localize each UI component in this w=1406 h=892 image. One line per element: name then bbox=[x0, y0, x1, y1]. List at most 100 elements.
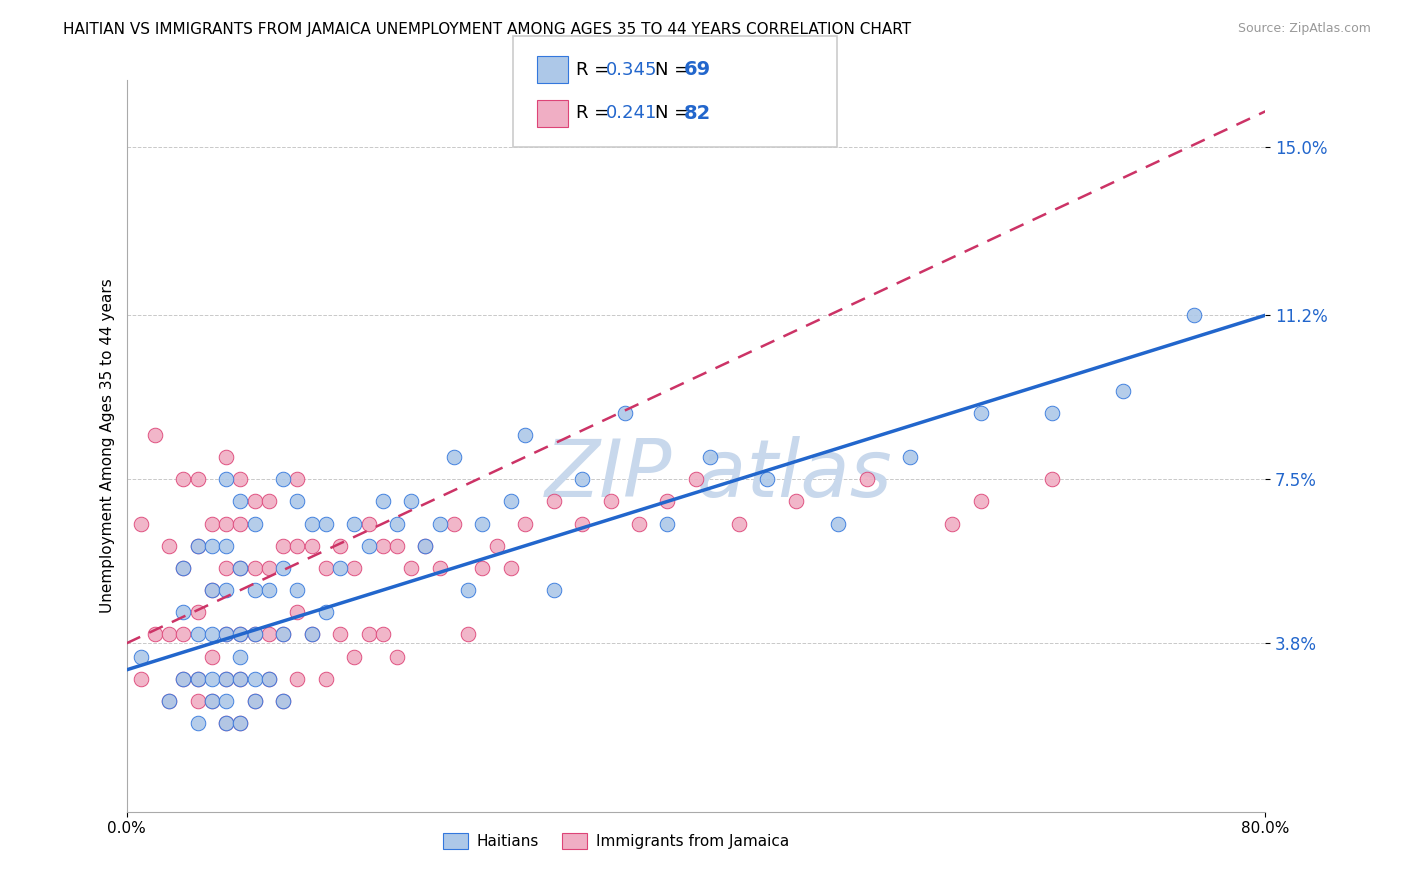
Point bbox=[257, 494, 280, 508]
Point bbox=[941, 516, 963, 531]
Point bbox=[201, 583, 224, 598]
Point bbox=[287, 605, 309, 619]
Point bbox=[201, 539, 224, 553]
Point bbox=[215, 716, 238, 731]
Point bbox=[315, 516, 337, 531]
Point bbox=[613, 406, 636, 420]
Point bbox=[457, 627, 479, 641]
Point bbox=[287, 539, 309, 553]
Point bbox=[415, 539, 437, 553]
Point bbox=[257, 672, 280, 686]
Point bbox=[187, 672, 209, 686]
Point bbox=[343, 649, 366, 664]
Point bbox=[599, 494, 621, 508]
Point bbox=[201, 649, 224, 664]
Point bbox=[229, 672, 252, 686]
Point bbox=[329, 627, 352, 641]
Point bbox=[143, 627, 166, 641]
Point bbox=[898, 450, 921, 464]
Point bbox=[172, 561, 194, 575]
Point bbox=[287, 583, 309, 598]
Point bbox=[157, 627, 180, 641]
Point bbox=[401, 494, 423, 508]
Point bbox=[215, 539, 238, 553]
Point bbox=[429, 561, 451, 575]
Point bbox=[229, 627, 252, 641]
Point bbox=[343, 516, 366, 531]
Point bbox=[515, 516, 537, 531]
Point bbox=[657, 516, 679, 531]
Legend: Haitians, Immigrants from Jamaica: Haitians, Immigrants from Jamaica bbox=[437, 827, 796, 855]
Point bbox=[243, 583, 266, 598]
Point bbox=[271, 627, 294, 641]
Point bbox=[229, 494, 252, 508]
Point bbox=[201, 516, 224, 531]
Point bbox=[287, 472, 309, 486]
Text: Source: ZipAtlas.com: Source: ZipAtlas.com bbox=[1237, 22, 1371, 36]
Point bbox=[628, 516, 651, 531]
Point bbox=[785, 494, 807, 508]
Point bbox=[343, 561, 366, 575]
Text: 69: 69 bbox=[683, 60, 710, 79]
Point bbox=[172, 561, 194, 575]
Point bbox=[543, 583, 565, 598]
Point bbox=[187, 627, 209, 641]
Point bbox=[187, 539, 209, 553]
Point bbox=[201, 694, 224, 708]
Point bbox=[699, 450, 721, 464]
Point bbox=[271, 539, 294, 553]
Point bbox=[357, 516, 380, 531]
Point bbox=[215, 627, 238, 641]
Point bbox=[215, 561, 238, 575]
Point bbox=[855, 472, 877, 486]
Point bbox=[471, 561, 494, 575]
Point bbox=[172, 672, 194, 686]
Point bbox=[271, 694, 294, 708]
Point bbox=[499, 561, 522, 575]
Point bbox=[657, 494, 679, 508]
Point bbox=[329, 561, 352, 575]
Point bbox=[401, 561, 423, 575]
Point bbox=[385, 649, 408, 664]
Text: 82: 82 bbox=[683, 103, 710, 123]
Point bbox=[129, 672, 152, 686]
Point bbox=[1112, 384, 1135, 398]
Point bbox=[172, 627, 194, 641]
Text: R =: R = bbox=[576, 61, 616, 78]
Text: 0.345: 0.345 bbox=[606, 61, 658, 78]
Point bbox=[243, 516, 266, 531]
Point bbox=[457, 583, 479, 598]
Text: ZIP atlas: ZIP atlas bbox=[546, 436, 893, 515]
Point bbox=[271, 627, 294, 641]
Point bbox=[443, 516, 465, 531]
Point bbox=[301, 627, 323, 641]
Point bbox=[485, 539, 508, 553]
Point bbox=[215, 583, 238, 598]
Point bbox=[187, 672, 209, 686]
Point bbox=[301, 627, 323, 641]
Point bbox=[243, 694, 266, 708]
Point bbox=[287, 494, 309, 508]
Point bbox=[499, 494, 522, 508]
Point bbox=[515, 428, 537, 442]
Point bbox=[827, 516, 849, 531]
Point bbox=[243, 561, 266, 575]
Point bbox=[172, 472, 194, 486]
Point bbox=[471, 516, 494, 531]
Point bbox=[187, 605, 209, 619]
Point bbox=[257, 672, 280, 686]
Point bbox=[201, 583, 224, 598]
Point bbox=[357, 539, 380, 553]
Point bbox=[257, 627, 280, 641]
Point bbox=[271, 694, 294, 708]
Point bbox=[727, 516, 749, 531]
Point bbox=[257, 561, 280, 575]
Point bbox=[257, 583, 280, 598]
Point bbox=[571, 516, 593, 531]
Point bbox=[543, 494, 565, 508]
Point bbox=[215, 672, 238, 686]
Point bbox=[229, 672, 252, 686]
Point bbox=[187, 694, 209, 708]
Point bbox=[215, 694, 238, 708]
Point bbox=[229, 649, 252, 664]
